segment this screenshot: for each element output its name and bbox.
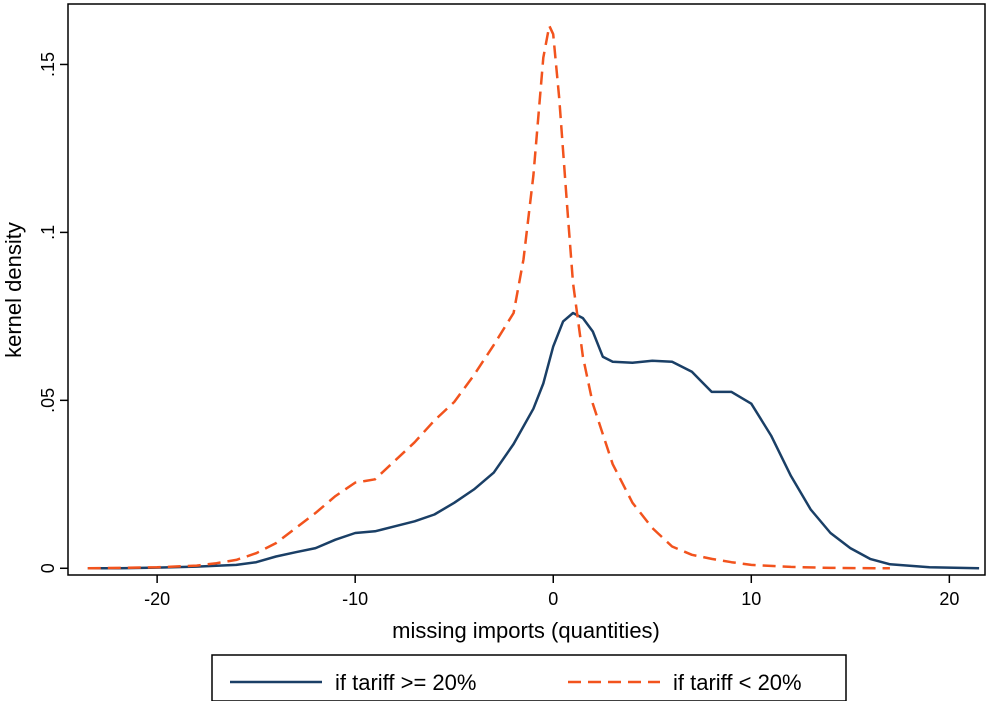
legend-box — [211, 654, 847, 701]
series-lines — [87, 24, 980, 570]
y-tick-label: 0 — [38, 563, 58, 573]
y-axis: 0 .05 .1 .15 — [38, 52, 68, 573]
y-tick-label: .1 — [38, 225, 58, 240]
series-line-1 — [87, 311, 980, 570]
x-tick-label: 10 — [741, 589, 761, 609]
x-tick-label: -20 — [144, 589, 170, 609]
plot-frame — [67, 3, 986, 576]
series-line-2 — [87, 24, 890, 570]
y-tick-label: .05 — [38, 388, 58, 413]
y-axis-title: kernel density — [1, 222, 26, 358]
x-tick-label: -10 — [342, 589, 368, 609]
legend-label-series-2: if tariff < 20% — [673, 670, 802, 695]
y-tick-label: .15 — [38, 52, 58, 77]
x-axis: -20 -10 0 10 20 — [144, 575, 959, 609]
legend: if tariff >= 20% if tariff < 20% — [211, 654, 847, 701]
x-tick-label: 0 — [548, 589, 558, 609]
x-tick-label: 20 — [939, 589, 959, 609]
legend-label-series-1: if tariff >= 20% — [335, 670, 476, 695]
x-axis-title: missing imports (quantities) — [392, 618, 660, 643]
